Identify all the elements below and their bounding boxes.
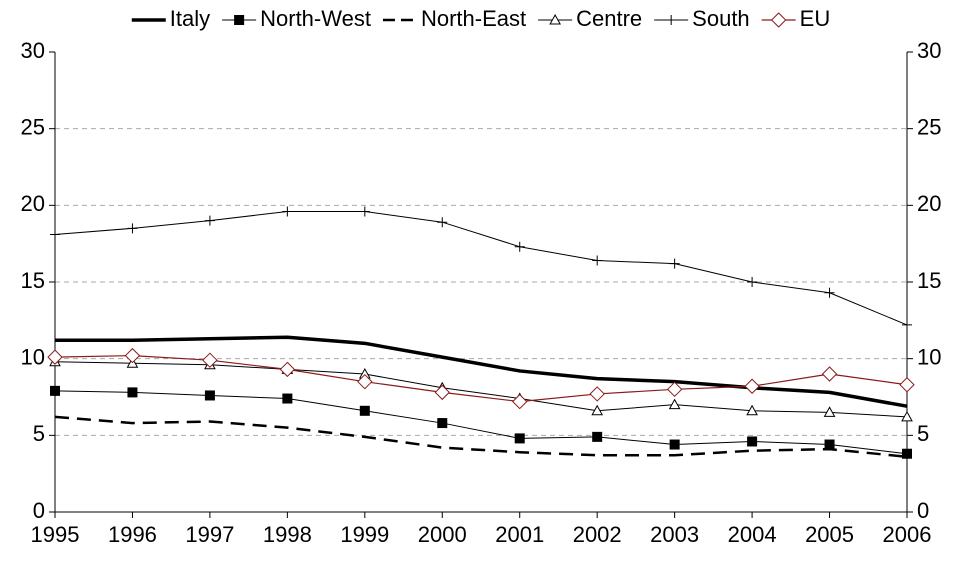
point-marker: [204, 215, 215, 226]
x-tick-label: 2002: [573, 522, 622, 547]
legend-item: EU: [761, 6, 831, 31]
point-marker: [746, 404, 758, 416]
x-tick-label: 1997: [185, 522, 234, 547]
point-marker: [202, 352, 218, 368]
x-tick-label: 2005: [805, 522, 854, 547]
legend-item: North-West: [222, 6, 371, 31]
point-marker: [901, 410, 913, 422]
point-marker: [359, 405, 370, 416]
point-marker: [747, 277, 758, 287]
point-marker: [204, 390, 215, 401]
point-marker: [282, 206, 293, 217]
point-marker: [124, 347, 141, 364]
y-tick-label: 0: [33, 498, 45, 523]
x-tick-label: 2000: [418, 522, 467, 547]
y-tick-label: 15: [21, 268, 45, 293]
point-marker: [899, 377, 915, 393]
point-marker: [50, 385, 60, 396]
point-marker: [744, 378, 760, 394]
x-tick-label: 1996: [108, 522, 157, 547]
point-marker: [902, 319, 912, 330]
x-tick-label: 1999: [340, 522, 389, 547]
point-marker: [902, 448, 912, 459]
x-tick-label: 1995: [31, 522, 80, 547]
series-line: [54, 390, 908, 455]
x-tick-label: 2001: [495, 522, 544, 547]
point-marker: [50, 229, 60, 240]
point-marker: [591, 404, 604, 416]
x-tick-label: 2003: [650, 522, 699, 547]
y2-tick-label: 0: [917, 498, 929, 523]
y2-tick-label: 30: [917, 38, 941, 63]
point-marker: [514, 241, 525, 252]
legend-label: EU: [800, 6, 831, 31]
legend-marker: [234, 15, 245, 25]
x-tick-label: 2006: [883, 522, 932, 547]
point-marker: [357, 373, 373, 390]
legend-item: Italy: [131, 6, 210, 31]
point-marker: [279, 361, 296, 378]
legend-marker: [549, 13, 561, 25]
series-line: [54, 415, 908, 459]
point-marker: [824, 439, 835, 450]
point-marker: [434, 384, 450, 401]
y-tick-label: 10: [21, 344, 45, 369]
y-tick-label: 25: [21, 114, 45, 139]
point-marker: [669, 258, 680, 269]
series-line: [54, 355, 908, 403]
point-marker: [666, 381, 683, 398]
y2-tick-label: 25: [917, 114, 941, 139]
point-marker: [589, 386, 605, 402]
legend-marker: [666, 15, 677, 25]
series-line: [54, 361, 908, 418]
point-marker: [127, 387, 138, 398]
y-tick-label: 20: [21, 191, 45, 216]
legend-item: Centre: [538, 6, 642, 31]
point-marker: [824, 287, 835, 298]
point-marker: [437, 418, 448, 429]
point-marker: [359, 206, 370, 217]
point-marker: [592, 431, 603, 442]
legend-label: Italy: [170, 6, 210, 31]
series-line: [54, 210, 908, 326]
point-marker: [512, 393, 528, 410]
legend-label: South: [692, 6, 750, 31]
x-tick-label: 2004: [728, 522, 777, 547]
point-marker: [437, 217, 448, 228]
legend-label: North-West: [260, 6, 371, 31]
point-marker: [127, 223, 138, 234]
y2-tick-label: 10: [917, 344, 941, 369]
point-marker: [514, 433, 525, 444]
y2-tick-label: 20: [917, 191, 941, 216]
legend-marker: [770, 12, 787, 28]
point-marker: [282, 393, 293, 404]
point-marker: [592, 255, 603, 266]
y-tick-label: 5: [33, 421, 45, 446]
legend-label: North-East: [421, 6, 526, 31]
y2-tick-label: 5: [917, 421, 929, 446]
x-tick-label: 1998: [263, 522, 312, 547]
point-marker: [669, 439, 680, 450]
legend-item: North-East: [382, 6, 526, 31]
y2-tick-label: 15: [917, 268, 941, 293]
point-marker: [668, 398, 681, 410]
series-line: [55, 335, 908, 408]
legend-label: Centre: [576, 6, 642, 31]
legend-item: South: [654, 6, 750, 31]
point-marker: [823, 406, 836, 417]
point-marker: [47, 349, 63, 365]
point-marker: [821, 366, 838, 382]
point-marker: [747, 436, 758, 447]
legend: Italy North-West North-East Centre South EU: [131, 6, 831, 31]
y-tick-label: 30: [21, 38, 45, 63]
